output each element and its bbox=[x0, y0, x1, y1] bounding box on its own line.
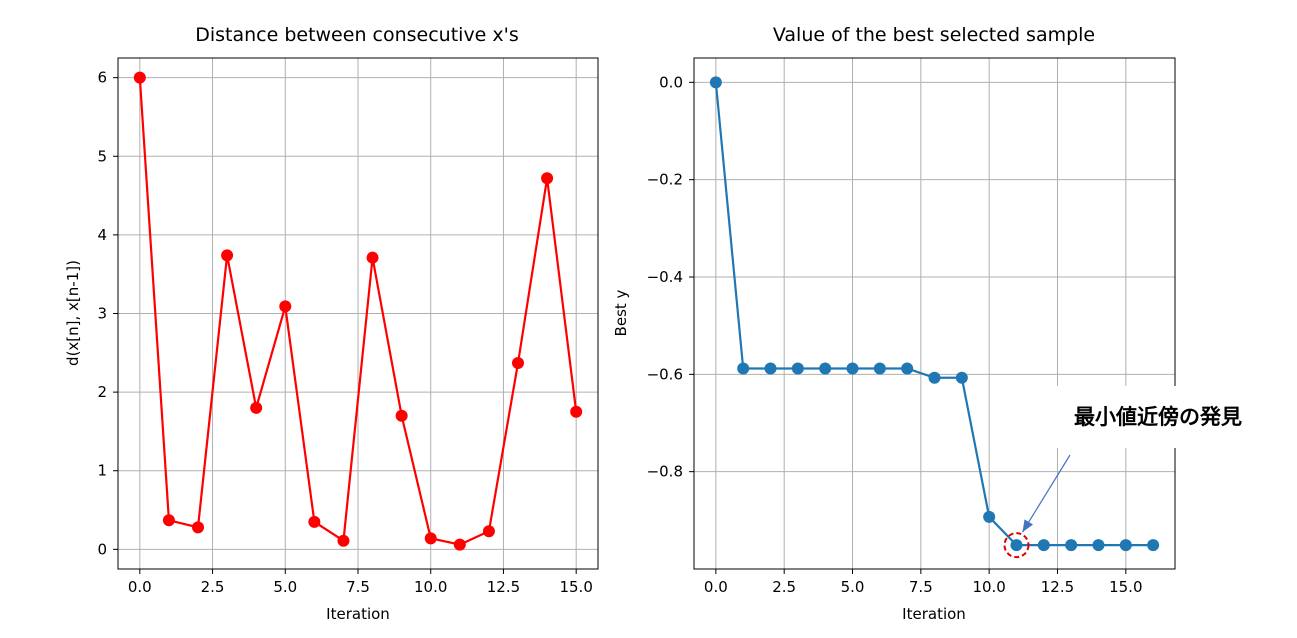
chart-left-y-ticks: 0 1 2 3 4 5 6 bbox=[97, 69, 118, 558]
annotation-arrowhead bbox=[1022, 519, 1034, 533]
x-tick-label: 2.5 bbox=[772, 578, 796, 596]
data-point bbox=[846, 362, 859, 375]
data-point bbox=[570, 405, 583, 418]
x-tick-label: 7.5 bbox=[346, 578, 370, 596]
data-point bbox=[133, 71, 146, 84]
y-tick-label: 0 bbox=[97, 540, 107, 558]
data-point bbox=[337, 534, 350, 547]
x-tick-label: 15.0 bbox=[1109, 578, 1142, 596]
x-tick-label: 10.0 bbox=[414, 578, 447, 596]
chart-right: Value of the best selected sample 0.0 2.5… bbox=[612, 24, 1278, 623]
chart-left-frame bbox=[117, 57, 599, 570]
series-line bbox=[138, 77, 578, 546]
chart-right-title: Value of the best selected sample bbox=[773, 24, 1095, 46]
data-point bbox=[395, 409, 408, 422]
x-tick-label: 7.5 bbox=[909, 578, 933, 596]
data-point bbox=[928, 371, 941, 384]
data-point bbox=[819, 362, 832, 375]
x-tick-label: 5.0 bbox=[273, 578, 297, 596]
data-point bbox=[482, 525, 495, 538]
y-tick-label: 6 bbox=[97, 69, 107, 87]
chart-right-series bbox=[709, 76, 1160, 552]
data-point bbox=[162, 514, 175, 527]
chart-right-ylabel: Best y bbox=[612, 289, 630, 336]
data-point bbox=[424, 532, 437, 545]
chart-right-y-ticks: 0.0 −0.2 −0.4 −0.6 −0.8 bbox=[647, 73, 694, 481]
annotation-box bbox=[1033, 386, 1278, 448]
data-point bbox=[250, 401, 263, 414]
y-tick-label: −0.4 bbox=[647, 268, 683, 286]
data-point bbox=[983, 510, 996, 523]
data-point bbox=[512, 357, 524, 370]
y-tick-label: 3 bbox=[97, 305, 107, 323]
chart-left-grid bbox=[118, 58, 598, 569]
y-tick-label: −0.2 bbox=[647, 171, 683, 189]
chart-left-xlabel: Iteration bbox=[326, 605, 390, 623]
data-point bbox=[279, 300, 292, 313]
chart-left-ylabel: d(x[n], x[n-1]) bbox=[64, 260, 82, 366]
data-point bbox=[1037, 539, 1050, 552]
annotation-arrow bbox=[1021, 454, 1071, 533]
data-point bbox=[1010, 539, 1023, 552]
data-point bbox=[709, 76, 722, 89]
data-point bbox=[192, 521, 204, 534]
x-tick-label: 0.0 bbox=[704, 578, 728, 596]
data-point bbox=[955, 371, 968, 384]
series-line bbox=[714, 82, 1154, 547]
y-tick-label: −0.8 bbox=[647, 463, 683, 481]
y-tick-label: 0.0 bbox=[659, 73, 683, 91]
data-point bbox=[1147, 539, 1160, 552]
y-tick-label: 1 bbox=[97, 462, 107, 480]
data-point bbox=[791, 362, 804, 375]
x-tick-label: 12.5 bbox=[1041, 578, 1074, 596]
chart-right-x-ticks: 0.0 2.5 5.0 7.5 10.0 12.5 15.0 bbox=[704, 569, 1143, 596]
x-tick-label: 0.0 bbox=[128, 578, 152, 596]
chart-left: Distance between consecutive x's 0.0 2.5 5… bbox=[64, 24, 599, 623]
x-tick-label: 12.5 bbox=[487, 578, 520, 596]
data-point bbox=[764, 362, 777, 375]
y-tick-label: 2 bbox=[97, 383, 107, 401]
data-point bbox=[1092, 539, 1105, 552]
y-tick-label: −0.6 bbox=[647, 365, 683, 383]
x-tick-label: 15.0 bbox=[559, 578, 592, 596]
data-point bbox=[737, 362, 750, 375]
chart-right-xlabel: Iteration bbox=[902, 605, 966, 623]
annotation-text: 最小値近傍の発見 bbox=[1074, 405, 1242, 429]
chart-right-frame bbox=[693, 57, 1176, 570]
data-point bbox=[221, 249, 234, 262]
data-point bbox=[453, 538, 466, 551]
chart-right-grid bbox=[694, 58, 1175, 569]
data-point bbox=[873, 362, 886, 375]
data-point bbox=[1065, 539, 1078, 552]
y-tick-label: 4 bbox=[97, 226, 107, 244]
data-point bbox=[1119, 539, 1132, 552]
data-point bbox=[366, 251, 379, 264]
annotation: 最小値近傍の発見 bbox=[1003, 386, 1278, 559]
x-tick-label: 5.0 bbox=[841, 578, 865, 596]
data-point bbox=[541, 172, 554, 185]
data-point bbox=[901, 362, 914, 375]
x-tick-label: 10.0 bbox=[972, 578, 1005, 596]
chart-left-series bbox=[133, 71, 583, 551]
y-tick-label: 5 bbox=[97, 147, 107, 165]
data-point bbox=[308, 515, 321, 528]
x-tick-label: 2.5 bbox=[201, 578, 225, 596]
chart-left-x-ticks: 0.0 2.5 5.0 7.5 10.0 12.5 15.0 bbox=[128, 569, 593, 596]
chart-left-title: Distance between consecutive x's bbox=[195, 24, 519, 46]
annotation-circle bbox=[1003, 532, 1030, 559]
